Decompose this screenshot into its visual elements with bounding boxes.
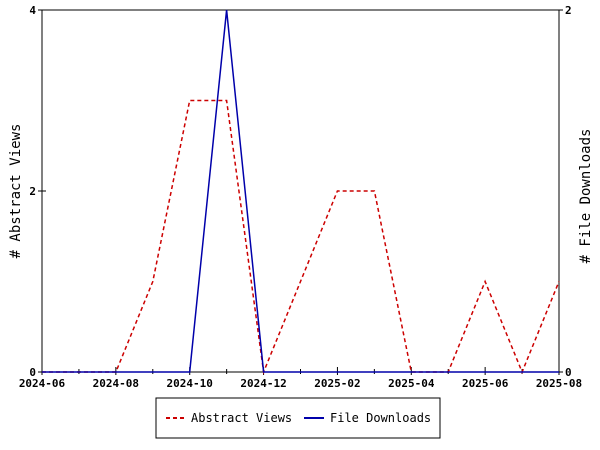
series-line-file-downloads <box>42 9 559 373</box>
x-axis: 2024-06 2024-08 2024-10 2024-12 2025-02 2025-… <box>19 367 582 390</box>
x-tick-label: 2025-08 <box>536 377 582 390</box>
x-tick-label: 2024-10 <box>167 377 213 390</box>
plot-area <box>41 9 560 373</box>
x-tick-label: 2024-12 <box>240 377 286 390</box>
x-tick-label: 2025-06 <box>462 377 509 390</box>
legend: Abstract Views File Downloads <box>155 397 441 439</box>
x-tick-label: 2025-02 <box>314 377 360 390</box>
y-axis-title-left: # Abstract Views <box>8 124 24 259</box>
y-axis-title-right: # File Downloads <box>578 129 594 264</box>
y-tick-label-right: 0 <box>565 366 572 379</box>
y-tick-label-left: 0 <box>29 366 36 379</box>
series-layer <box>42 9 560 375</box>
x-tick-label: 2025-04 <box>388 377 435 390</box>
y-tick-label-left: 2 <box>29 185 36 198</box>
x-tick-label: 2024-08 <box>93 377 139 390</box>
y-tick-label-left: 4 <box>29 4 36 17</box>
y-tick-label-right: 2 <box>565 4 572 17</box>
legend-label-abstract-views: Abstract Views <box>191 411 292 425</box>
series-line-abstract-views <box>42 99 560 375</box>
legend-box <box>155 397 441 439</box>
legend-label-file-downloads: File Downloads <box>330 411 431 425</box>
x-tick-label: 2024-06 <box>19 377 66 390</box>
